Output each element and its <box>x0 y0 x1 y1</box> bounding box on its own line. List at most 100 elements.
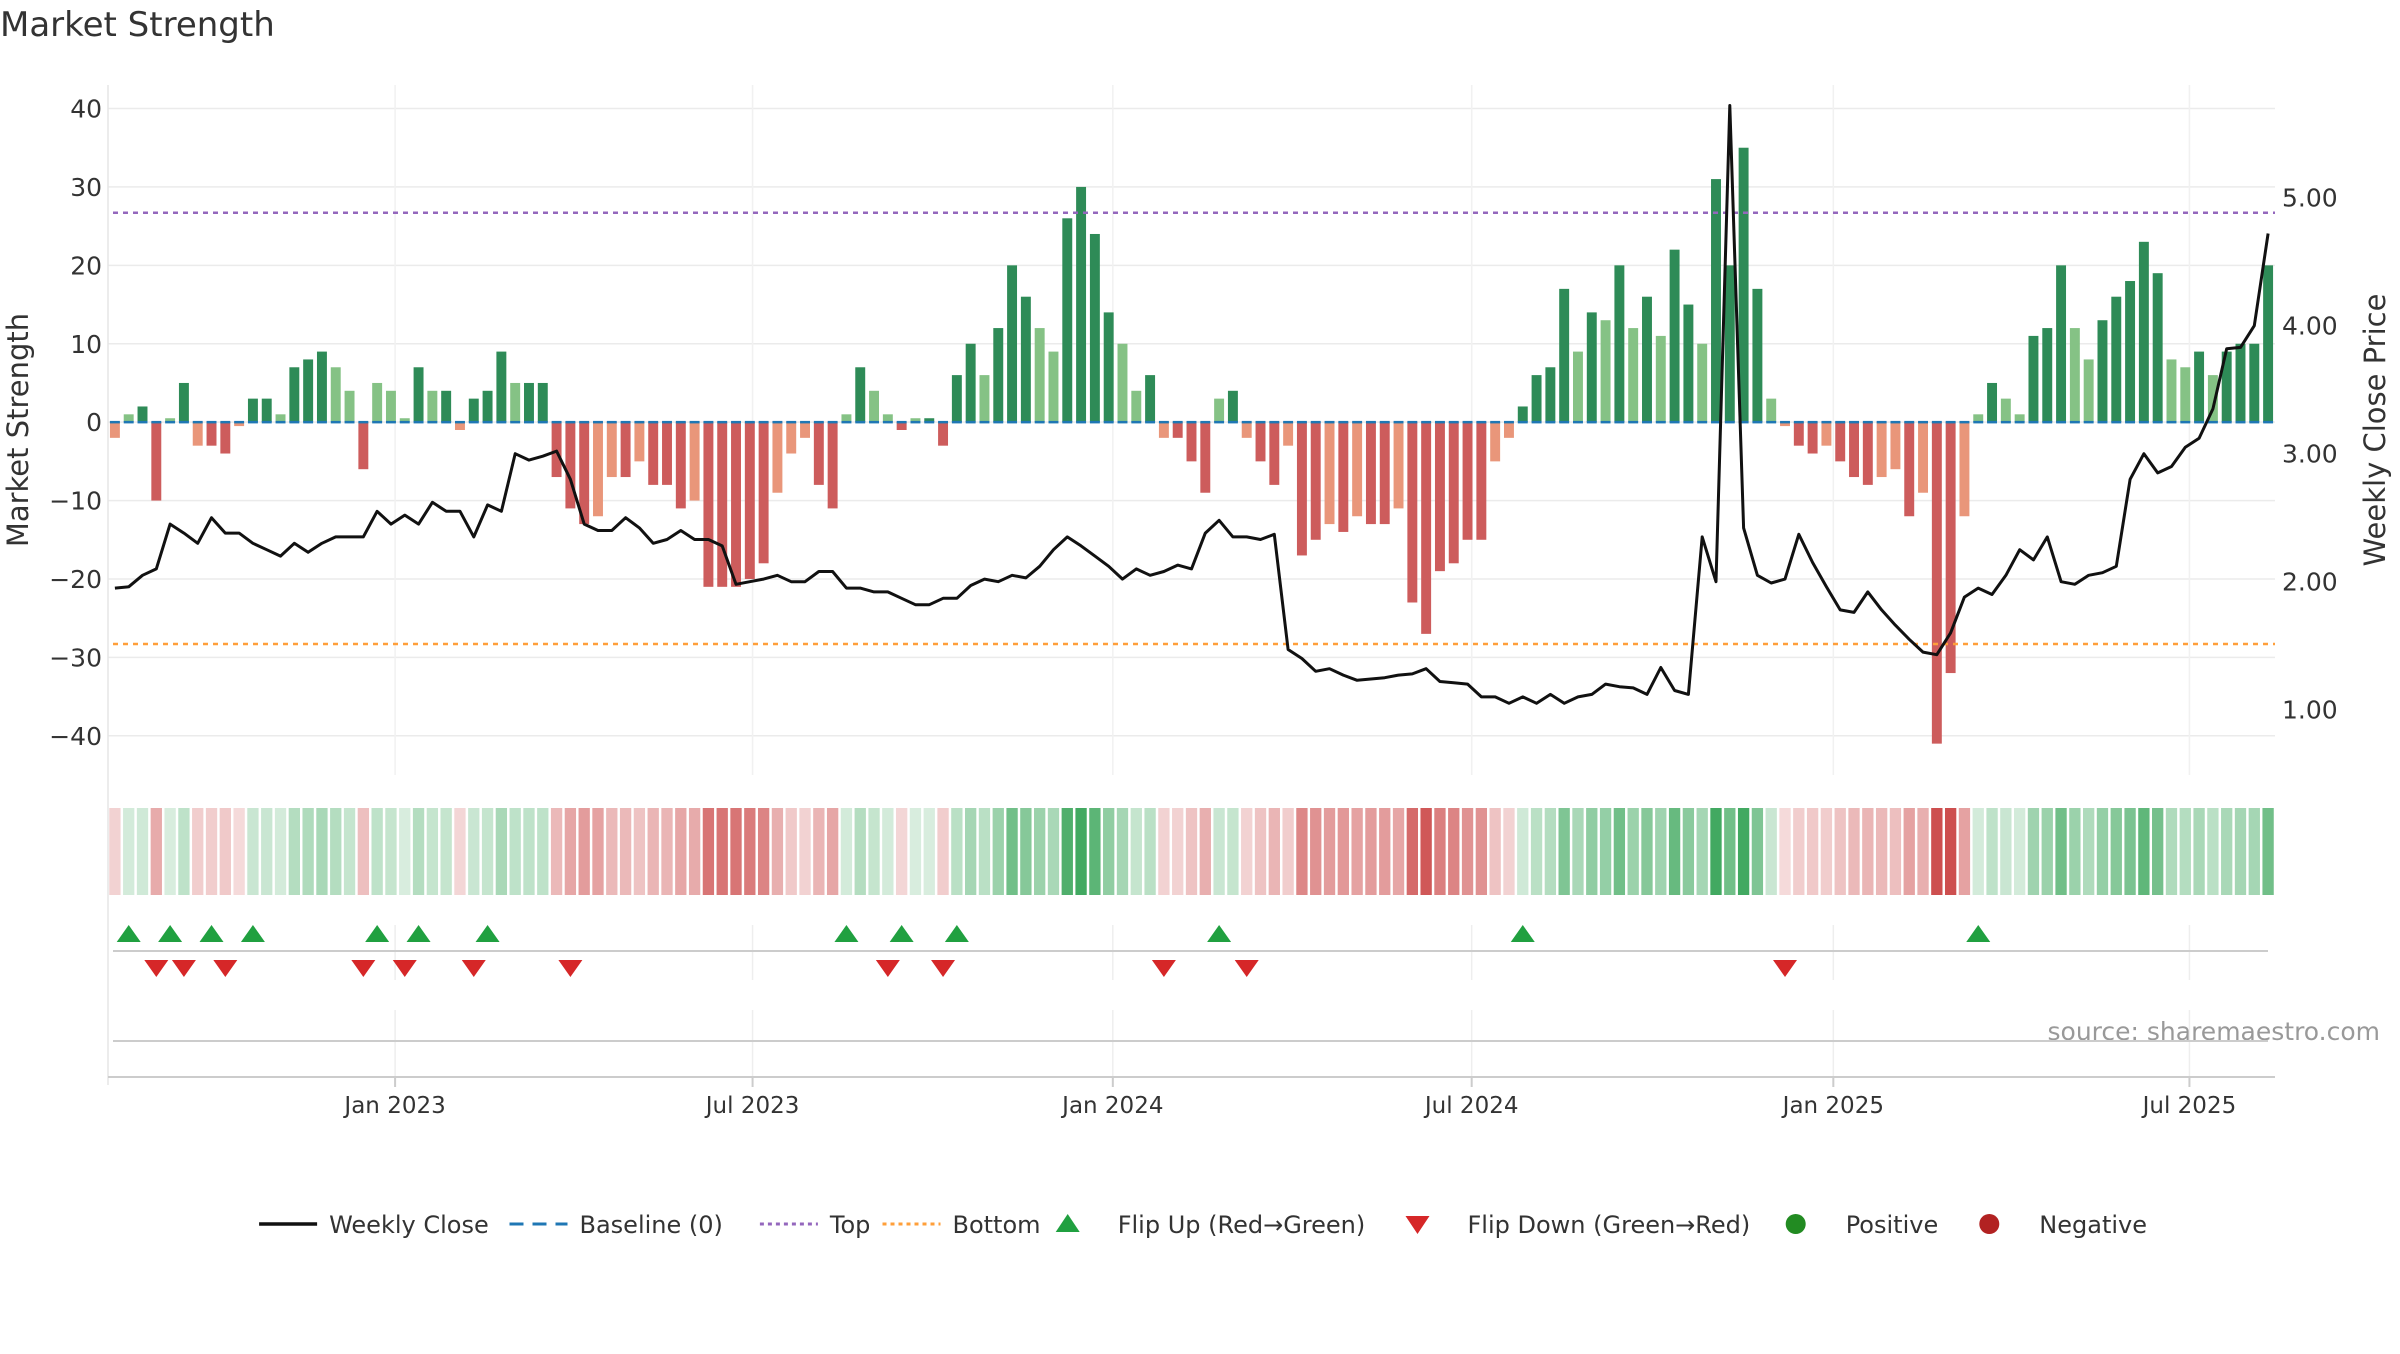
weekly-close-line <box>114 104 2270 705</box>
strength-bar <box>1048 351 1059 423</box>
legend-symbol-flip-down <box>1405 1216 1430 1234</box>
strength-bar <box>275 414 286 423</box>
heat-cell <box>261 808 273 895</box>
y2-axis-ticks: 5.00 4.00 3.00 2.00 1.00 <box>2282 184 2338 725</box>
legend-label: Flip Up (Red→Green) <box>1118 1211 1366 1239</box>
x-tick-label: Jan 2025 <box>1781 1093 1884 1119</box>
heat-cell <box>1144 808 1156 895</box>
strength-bar <box>2166 359 2177 423</box>
heat-cell <box>1544 808 1557 895</box>
legend-item-weekly-close: Weekly Close <box>259 1211 489 1239</box>
heat-cell <box>233 808 245 895</box>
strength-bar <box>827 422 838 509</box>
heat-cell <box>1337 808 1349 895</box>
strength-bar <box>1600 320 1611 423</box>
heat-cell <box>1503 808 1515 895</box>
heat-cell <box>1779 808 1791 895</box>
heat-cell <box>702 808 715 895</box>
heat-cell <box>1351 808 1363 895</box>
strength-bar <box>1200 422 1211 493</box>
heat-cell <box>1406 808 1418 895</box>
heat-cell <box>1972 808 1984 895</box>
strength-bar <box>261 398 272 423</box>
flip-down-marker <box>1234 960 1259 977</box>
strength-bar <box>2097 320 2108 423</box>
x-tick-label: Jul 2025 <box>2141 1093 2237 1119</box>
flip-up-marker <box>116 925 141 942</box>
flip-up-marker <box>1207 925 1232 942</box>
heat-cell <box>840 808 853 895</box>
strength-bar <box>855 367 866 423</box>
heat-cell <box>205 808 218 895</box>
strength-bar <box>1476 422 1487 540</box>
strength-bar <box>496 351 507 423</box>
heat-cell <box>1158 808 1170 895</box>
heat-cell <box>1682 808 1695 895</box>
strength-bar <box>2056 265 2067 423</box>
strength-bar <box>537 382 548 423</box>
strength-bar <box>1945 422 1956 674</box>
strength-bar <box>358 422 369 470</box>
reference-lines <box>109 211 2275 646</box>
heat-cell <box>1392 808 1405 895</box>
strength-bar <box>1559 288 1570 423</box>
heat-cell <box>1475 808 1488 895</box>
y-tick-label: 0 <box>86 408 102 437</box>
flip-up-marker <box>365 925 390 942</box>
strength-bar <box>606 422 617 478</box>
strength-bar <box>1697 343 1708 423</box>
heat-cell <box>412 808 425 895</box>
strength-bar <box>1296 422 1307 556</box>
x-tick-label: Jan 2023 <box>342 1093 445 1119</box>
heat-cell <box>1834 808 1846 895</box>
strength-bar <box>1614 265 1625 423</box>
strength-bar <box>247 398 258 423</box>
heat-cell <box>288 808 300 895</box>
strength-bar <box>2125 281 2136 423</box>
strength-bar <box>1448 422 1459 564</box>
heat-cell <box>385 808 397 895</box>
strength-bar <box>813 422 824 485</box>
strength-bar <box>524 382 534 423</box>
strength-bar <box>620 422 631 478</box>
strength-bar <box>1310 422 1321 540</box>
heat-cell <box>1034 808 1046 895</box>
heat-cell <box>2124 808 2136 895</box>
strength-bar <box>882 414 893 423</box>
heat-cell <box>1199 808 1211 895</box>
heat-cell <box>330 808 342 895</box>
strength-bar <box>1434 422 1445 572</box>
flip-up-marker <box>240 925 265 942</box>
strength-bar <box>1338 422 1349 532</box>
heat-cell <box>2193 808 2205 895</box>
strength-bar <box>1545 367 1556 423</box>
heat-cell <box>868 808 880 895</box>
strength-bar <box>1131 390 1142 423</box>
flip-up-marker <box>475 925 500 942</box>
strength-bar <box>2069 328 2080 423</box>
x-axis-ticks: Jan 2023 Jul 2023 Jan 2024 Jul 2024 Jan 2025… <box>108 1076 2275 1119</box>
legend-item-positive: Positive <box>1785 1211 1938 1239</box>
strength-bar <box>165 418 176 423</box>
strength-bar <box>1628 328 1639 423</box>
y2-tick-label: 4.00 <box>2282 312 2338 341</box>
heat-cell <box>302 808 314 895</box>
y2-axis-label: Weekly Close Price <box>2358 294 2392 567</box>
heat-cell <box>2013 808 2026 895</box>
x-tick-label: Jul 2023 <box>704 1093 800 1119</box>
strength-bar <box>1973 414 1984 423</box>
y-tick-label: −40 <box>49 722 102 751</box>
strength-bar <box>220 422 231 454</box>
heat-cell <box>1296 808 1308 895</box>
heat-cell <box>1130 808 1142 895</box>
y-tick-label: 40 <box>70 95 102 124</box>
strength-bar <box>454 422 465 430</box>
heat-cell <box>399 808 411 895</box>
strength-bar <box>1365 422 1376 525</box>
y-tick-label: 30 <box>70 173 102 202</box>
strength-bar <box>965 343 976 423</box>
heat-cell <box>371 808 383 895</box>
legend-label: Flip Down (Green→Red) <box>1468 1211 1751 1239</box>
y-tick-label: 20 <box>70 251 102 280</box>
